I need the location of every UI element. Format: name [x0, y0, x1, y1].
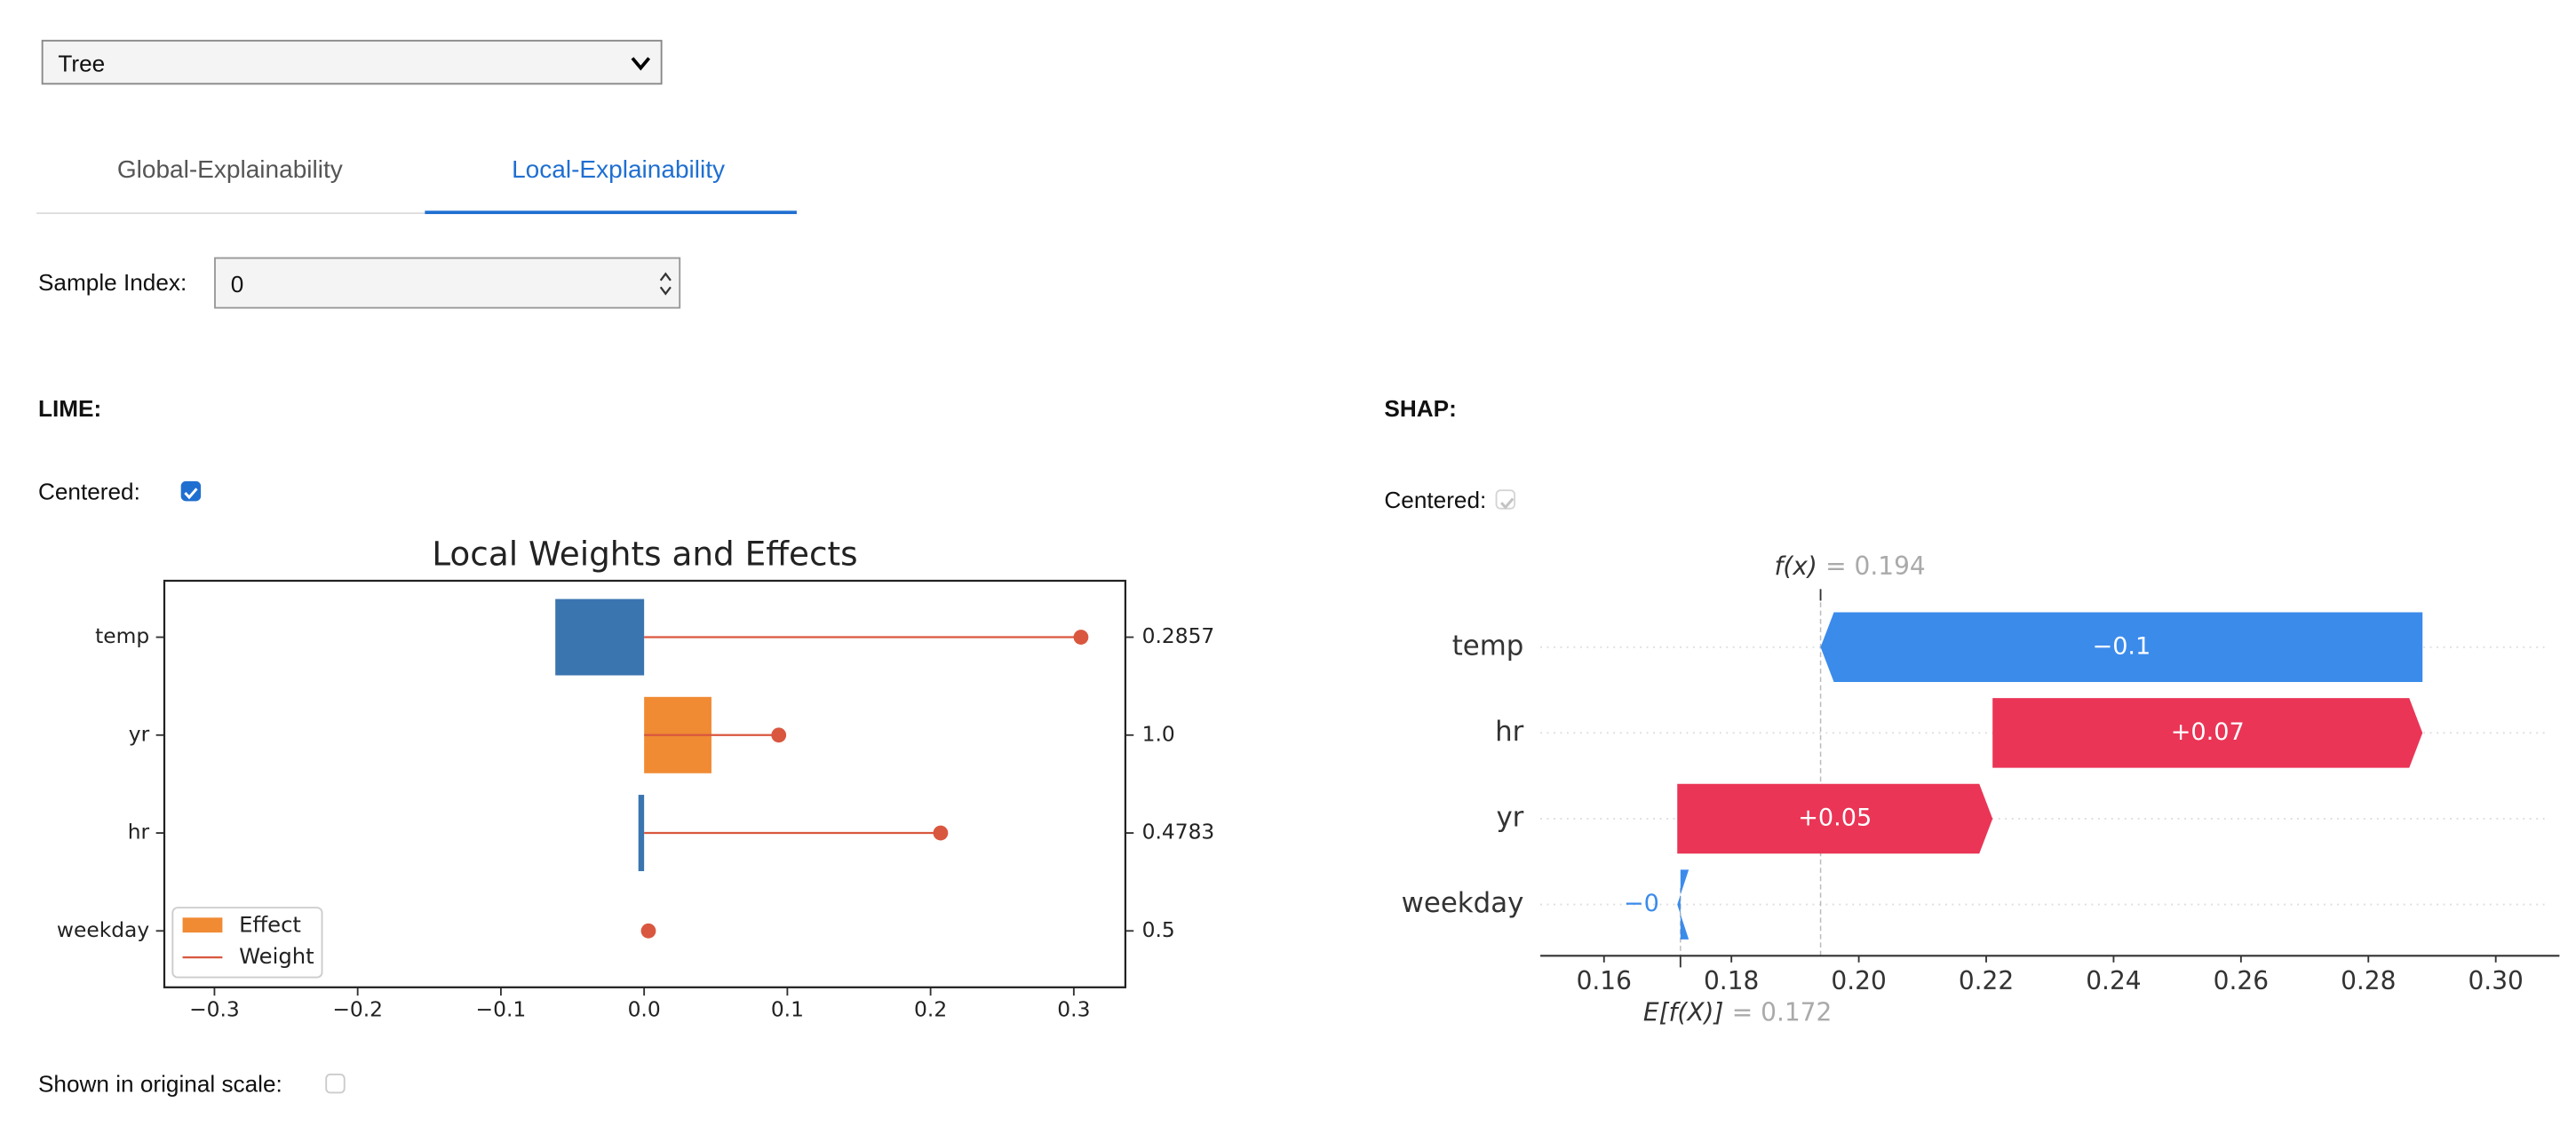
sample-index-input[interactable]: 0: [214, 257, 681, 309]
tab[interactable]: Local-Explainability: [512, 155, 726, 185]
y-tick-label: hr: [128, 820, 150, 844]
checkbox[interactable]: [180, 480, 202, 502]
heading: LIME:: [37, 394, 102, 422]
x-tick-label: −0.3: [189, 996, 240, 1021]
checkbox[interactable]: [325, 1073, 346, 1094]
feature-value: 0.4783: [1142, 820, 1215, 844]
label: Centered:: [37, 478, 140, 505]
chevron: [631, 57, 651, 71]
shap-bar: [1992, 698, 2423, 768]
effect-bar: [638, 795, 645, 872]
fx-label: f(x): [1775, 551, 1817, 581]
x-tick-label: 0.24: [2086, 966, 2141, 995]
label: Centered:: [1384, 486, 1487, 513]
x-tick-label: 0.3: [1057, 996, 1090, 1021]
checkmark: [1500, 497, 1515, 510]
shap-bar: [1677, 783, 1993, 854]
tab[interactable]: Global-Explainability: [116, 155, 343, 185]
weight-dot: [640, 923, 656, 939]
x-tick-label: −0.1: [476, 996, 527, 1021]
x-tick-label: 0.1: [771, 996, 804, 1021]
tab-bar: [36, 212, 797, 215]
fx-text: = 0.194: [1825, 551, 1926, 581]
shap-bar: [1677, 869, 1690, 940]
feature-value: 1.0: [1142, 721, 1175, 746]
feature-label: hr: [1495, 716, 1524, 748]
legend-label: Effect: [239, 912, 301, 938]
model-select[interactable]: Tree: [41, 39, 663, 85]
heading: SHAP:: [1384, 394, 1457, 422]
y-tick-label: temp: [95, 623, 149, 648]
x-tick-label: 0.26: [2214, 966, 2269, 995]
weight-dot: [771, 727, 787, 743]
label: Shown in original scale:: [37, 1070, 282, 1098]
checkbox: [1495, 489, 1516, 510]
x-tick-label: 0.2: [914, 996, 947, 1021]
x-tick-label: 0.20: [1831, 966, 1886, 995]
value-label: −0.1: [2093, 632, 2151, 660]
x-tick-label: 0.30: [2468, 966, 2523, 995]
feature-label: weekday: [1402, 887, 1524, 919]
value-label: +0.05: [1798, 804, 1872, 831]
weight-dot: [1073, 630, 1089, 645]
x-tick-label: 0.0: [628, 996, 661, 1021]
legend-swatch: [182, 917, 223, 933]
label: Sample Index:: [37, 268, 187, 296]
x-tick-label: 0.16: [1577, 966, 1632, 995]
shap-bar: [1820, 612, 2423, 682]
chart-title: Local Weights and Effects: [432, 534, 857, 573]
feature-label: yr: [1496, 801, 1523, 833]
feature-value: 0.5: [1142, 917, 1175, 942]
legend-label: Weight: [239, 943, 314, 969]
weight-dot: [933, 825, 949, 841]
feature-value: 0.2857: [1142, 623, 1215, 648]
effect-bar: [555, 599, 645, 676]
y-tick-label: weekday: [57, 917, 149, 942]
spinner: [659, 272, 672, 296]
x-tick-label: 0.18: [1704, 966, 1759, 995]
axes-frame: [163, 579, 1127, 988]
base-text: = 0.172: [1732, 998, 1833, 1027]
x-tick-label: 0.22: [1959, 966, 2014, 995]
value-label: +0.07: [2171, 718, 2245, 746]
feature-label: temp: [1452, 630, 1524, 662]
x-tick-label: −0.2: [332, 996, 383, 1021]
base-label: E[f(X)]: [1643, 998, 1723, 1027]
checkmark: [184, 488, 198, 500]
tab-underline: [425, 210, 797, 215]
x-tick-label: 0.28: [2341, 966, 2396, 995]
y-tick-label: yr: [129, 721, 150, 746]
input-value: 0: [230, 270, 244, 297]
value-label: −0: [1624, 890, 1659, 917]
select-value: Tree: [58, 50, 106, 76]
